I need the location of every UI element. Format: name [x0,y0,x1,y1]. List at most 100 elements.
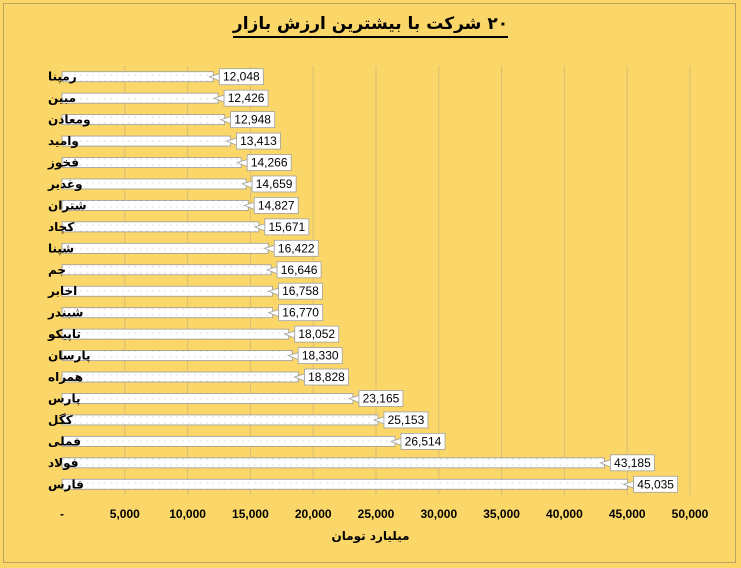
data-label-box [294,325,340,343]
data-label: 45,035 [637,477,674,491]
category-label: وامید [48,134,79,149]
bar [61,307,274,319]
category-label: فخوز [47,156,79,171]
category-label: جم [48,263,66,277]
bar [61,478,629,490]
bar [61,157,242,168]
category-labels: رمپنا مبین ومعادن وامید فخوز وغدیر شتران کچاد شپ… [47,70,91,492]
bar [61,393,354,404]
category-label: فارس [48,477,84,491]
x-tick-label: 40,000 [546,507,583,521]
category-label: ومعادن [48,113,91,128]
category-label: پارس [48,391,80,405]
x-tick-label: 35,000 [483,507,520,521]
x-tick-label: 5,000 [110,507,140,521]
data-label-box [223,89,269,107]
data-label-box [297,347,343,364]
data-label: 14,266 [251,156,288,170]
category-label: شپنا [48,241,74,255]
bar [61,328,290,340]
x-tick-label: 50,000 [672,507,709,521]
data-label-box [218,68,264,86]
data-label: 16,646 [281,263,318,277]
bar [61,178,247,190]
data-label: 18,052 [298,327,335,341]
data-label: 25,153 [388,413,425,427]
category-label: پارسان [48,349,90,363]
category-label: فولاد [48,456,78,471]
bar [61,371,299,383]
data-label: 15,671 [268,220,305,234]
chart-title-text: ۲۰ شرکت با بیشترین ارزش بازار [232,14,509,38]
data-label-box [253,197,299,214]
category-label: تاپیکو [47,327,81,342]
bar [61,414,379,426]
chart-title: ۲۰ شرکت با بیشترین ارزش بازار [0,14,741,38]
bar [61,264,272,276]
data-label: 16,770 [282,306,319,320]
category-label: مبین [48,91,76,105]
bar [61,92,219,104]
data-label-box [278,282,323,300]
data-label-box [304,368,349,386]
gridlines [124,66,691,495]
data-label-box [264,218,310,236]
bar [61,457,605,469]
data-label: 12,426 [228,91,265,105]
data-label-box [230,111,276,129]
bar [61,221,260,233]
category-label: کچاد [48,220,74,234]
category-label: رمپنا [48,70,77,84]
x-tick-label: 15,000 [232,507,269,521]
x-axis-title: میلیارد تومان [331,529,410,543]
data-label: 23,165 [363,391,400,405]
x-tick-labels: - 5,000 10,000 15,000 20,000 25,000 30,000 35,0… [60,507,709,521]
x-tick-label: 10,000 [169,507,206,521]
category-label: همراه [48,370,83,384]
data-label-box [633,475,679,493]
bar [61,71,214,83]
data-label: 12,948 [234,113,271,127]
x-tick-label: 45,000 [609,507,646,521]
x-tick-label: 25,000 [358,507,395,521]
data-label-box [400,432,446,450]
category-label: وغدیر [47,177,83,192]
bar [61,350,293,361]
data-label-box [358,390,404,407]
bar [61,285,273,297]
data-label-box [246,154,292,171]
x-tick-label: 30,000 [420,507,457,521]
data-label-box [383,411,429,429]
data-label: 26,514 [405,434,442,448]
bars [61,71,629,490]
bar [61,435,396,447]
category-label: اخابر [47,284,77,298]
data-label-box [251,175,297,193]
x-tick-label: - [60,507,64,521]
bar [61,242,269,254]
bar [61,135,231,147]
data-label-box [273,239,319,257]
data-label: 14,827 [258,198,295,212]
data-label: 12,048 [223,70,260,84]
data-label-box [236,132,281,150]
data-label-box [276,261,322,279]
bar [61,200,249,211]
data-labels: 12,048 12,426 12,948 13,413 14,266 14,659 14,8… [208,68,679,493]
category-label: شبندر [47,306,83,320]
data-label: 16,422 [278,241,315,255]
data-label: 16,758 [282,284,319,298]
chart-frame [3,3,736,563]
data-label: 18,828 [308,370,345,384]
category-label: کگل [48,413,73,427]
category-label: فملی [48,434,81,448]
data-label: 14,659 [256,177,293,191]
data-label-box [278,304,324,322]
data-label-box [610,454,655,472]
x-tick-label: 20,000 [295,507,332,521]
data-label: 13,413 [240,134,277,148]
data-label: 43,185 [614,456,651,470]
category-label: شتران [48,198,87,212]
data-label: 18,330 [302,349,339,363]
